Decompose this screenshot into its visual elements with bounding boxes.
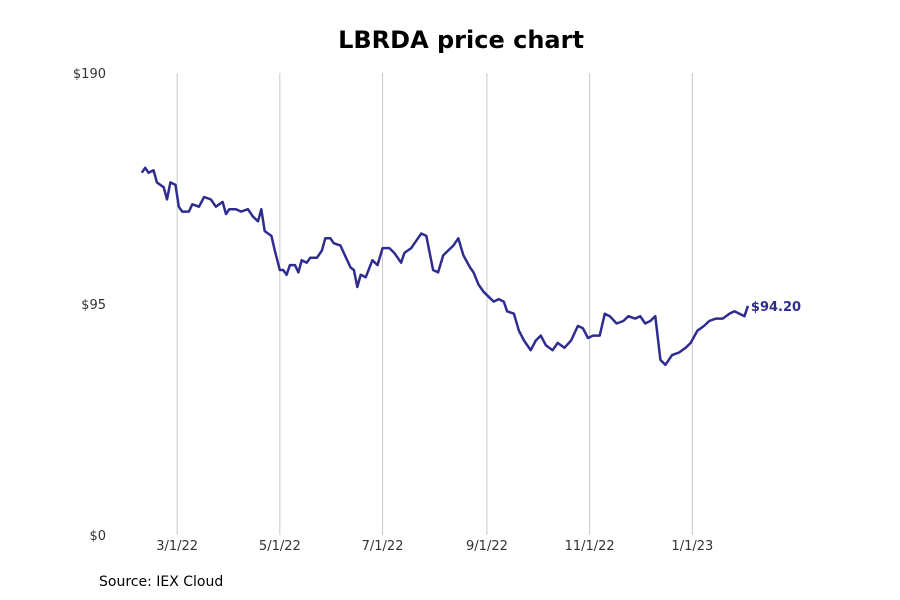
- source-note: Source: IEX Cloud: [99, 574, 224, 590]
- x-tick-label: 5/1/22: [259, 539, 301, 554]
- x-tick-label: 9/1/22: [466, 539, 508, 554]
- x-tick-label: 7/1/22: [362, 539, 404, 554]
- x-tick-label: 3/1/22: [156, 539, 198, 554]
- grid-lines: [176, 73, 693, 535]
- x-tick-label: 1/1/23: [671, 539, 713, 554]
- y-tick-label: $190: [73, 67, 106, 82]
- y-axis-ticks: $0 $95 $190: [73, 67, 106, 544]
- x-axis-ticks: 3/1/22 5/1/22 7/1/22 9/1/22 11/1/22 1/1/23: [156, 539, 713, 554]
- y-tick-label: $0: [89, 529, 106, 544]
- series-line: [140, 166, 750, 367]
- chart-title: LBRDA price chart: [338, 26, 584, 54]
- x-tick-label: 11/1/22: [565, 539, 615, 554]
- last-value-label: $94.20: [751, 300, 801, 315]
- y-tick-label: $95: [81, 298, 106, 313]
